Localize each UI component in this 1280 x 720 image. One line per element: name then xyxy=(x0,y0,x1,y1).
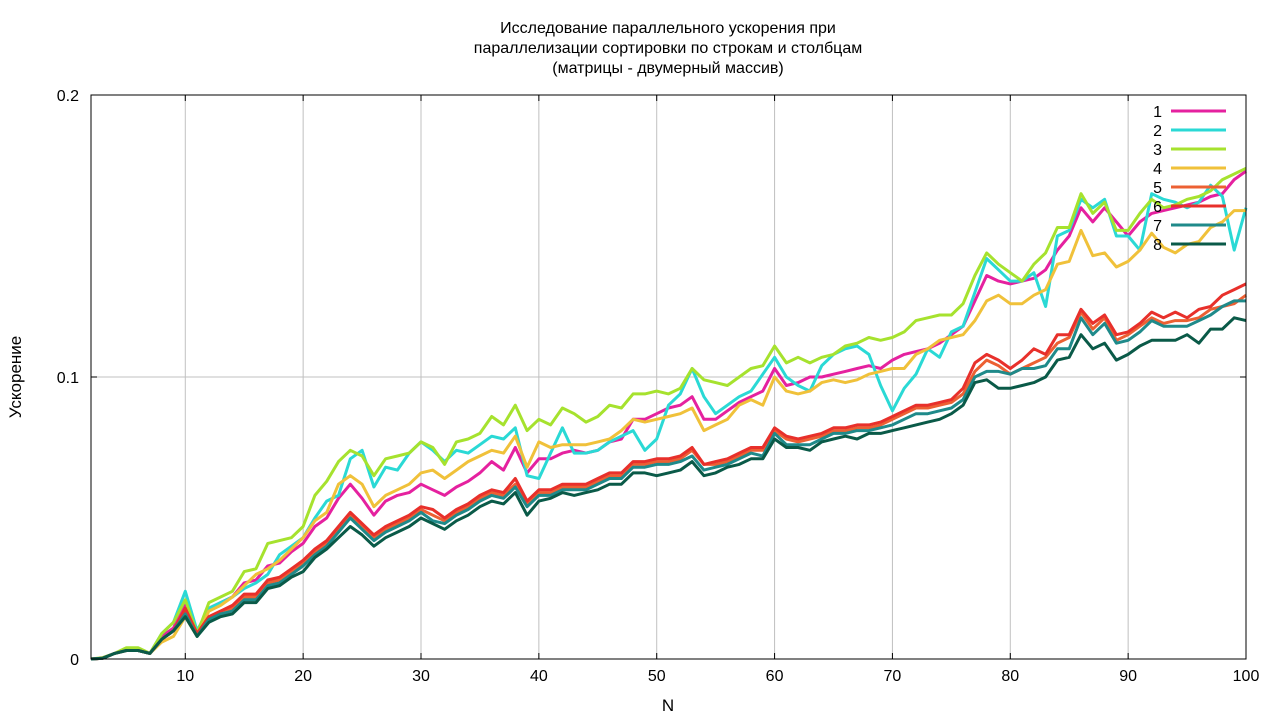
series-line-6 xyxy=(90,282,1247,661)
series-line-7 xyxy=(90,299,1246,661)
x-tick-label: 40 xyxy=(530,668,548,685)
x-tick-label: 80 xyxy=(1001,668,1019,685)
x-axis-label: N xyxy=(662,696,674,715)
x-tick-label: 50 xyxy=(648,668,666,685)
series-line-8 xyxy=(90,316,1247,661)
legend: 1 2 3 4 5 6 7 8 xyxy=(1153,104,1226,254)
x-tick-label: 10 xyxy=(176,668,194,685)
chart-title-line-3: (матрицы - двумерный массив) xyxy=(552,60,783,77)
legend-label-4: 4 xyxy=(1153,161,1162,178)
axis-ticks: 10 20 30 40 50 60 70 80 90 100 0 0.1 0.2 xyxy=(57,88,1260,685)
chart-title-line-2: параллелизации сортировки по строкам и с… xyxy=(474,40,862,57)
legend-label-1: 1 xyxy=(1153,104,1162,121)
legend-label-6: 6 xyxy=(1153,199,1162,216)
legend-label-8: 8 xyxy=(1153,237,1162,254)
y-axis-label: Ускорение xyxy=(6,336,25,419)
y-tick-label: 0 xyxy=(70,652,79,669)
x-tick-label: 60 xyxy=(766,668,784,685)
legend-label-3: 3 xyxy=(1153,142,1162,159)
x-tick-label: 70 xyxy=(884,668,902,685)
chart-title-line-1: Исследование параллельного ускорения при xyxy=(500,20,836,37)
series-lines xyxy=(90,166,1248,661)
chart-title: Исследование параллельного ускорения при… xyxy=(474,20,862,77)
grid-lines xyxy=(91,95,1246,659)
series-line-5 xyxy=(90,293,1247,661)
series-line-4 xyxy=(90,209,1246,661)
x-tick-label: 100 xyxy=(1233,668,1260,685)
legend-label-5: 5 xyxy=(1153,180,1162,197)
x-tick-label: 20 xyxy=(294,668,312,685)
legend-label-2: 2 xyxy=(1153,123,1162,140)
x-tick-label: 30 xyxy=(412,668,430,685)
y-tick-label: 0.1 xyxy=(57,370,79,387)
y-tick-label: 0.2 xyxy=(57,88,79,105)
legend-label-7: 7 xyxy=(1153,218,1162,235)
series-line-3 xyxy=(90,166,1247,661)
series-line-2 xyxy=(90,183,1248,661)
x-tick-label: 90 xyxy=(1119,668,1137,685)
